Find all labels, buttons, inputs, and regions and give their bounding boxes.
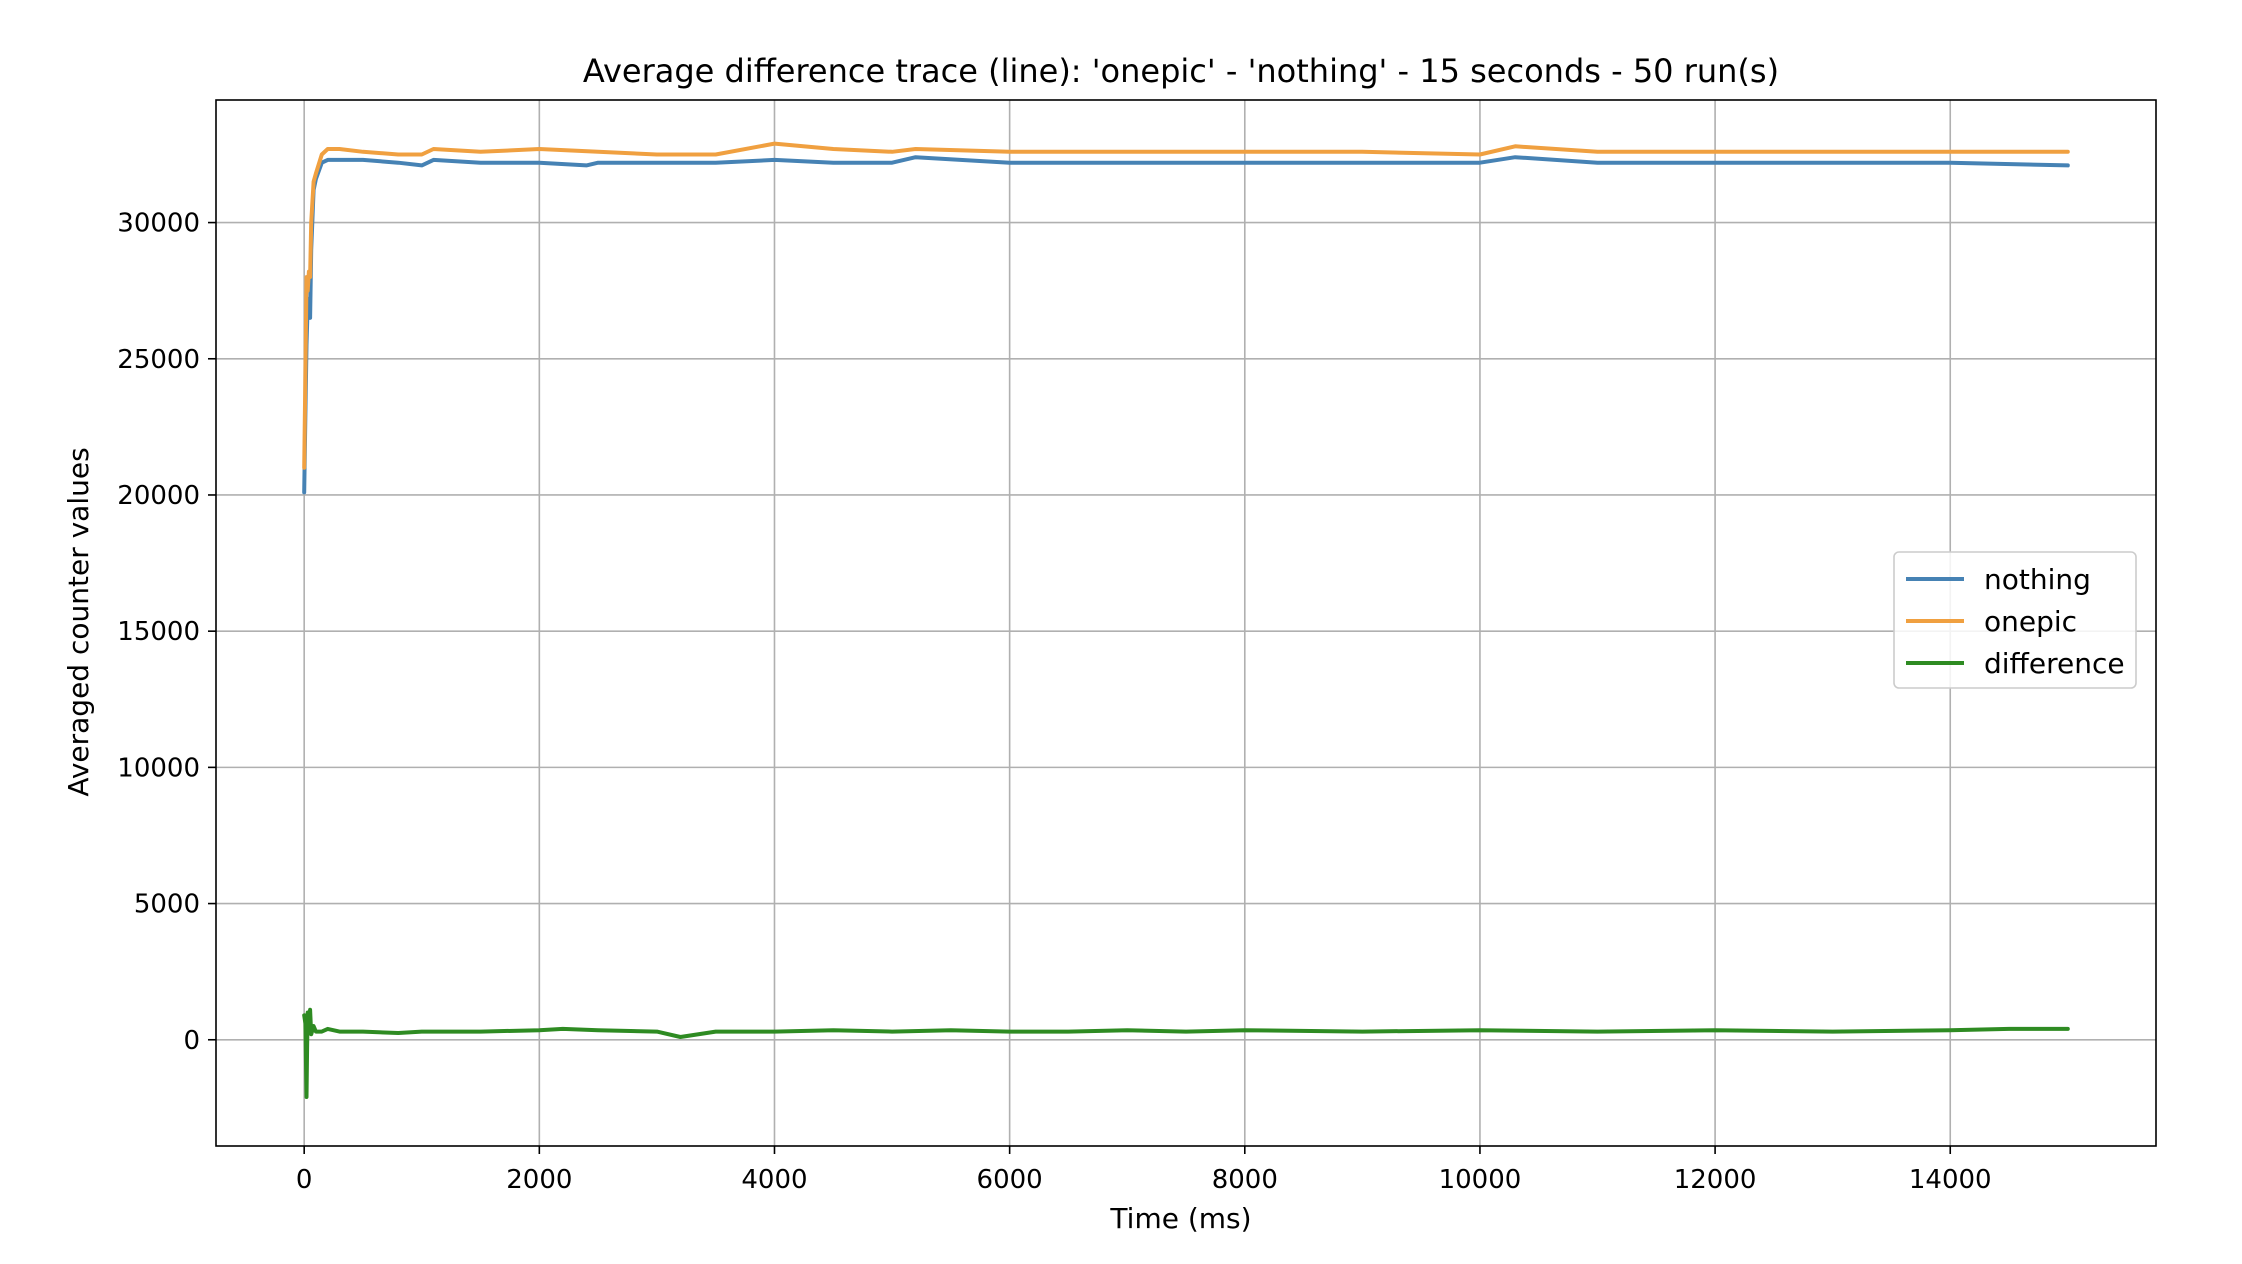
plot-frame: [215, 99, 2157, 1147]
legend-label-onepic: onepic: [1984, 605, 2077, 638]
legend-box: [1893, 551, 2137, 689]
y-axis-label: Averaged counter values: [62, 447, 95, 796]
series-line-difference: [302, 1007, 2070, 1099]
x-tick-label: 6000: [977, 1165, 1043, 1195]
legend-label-difference: difference: [1984, 647, 2125, 680]
grid: [216, 100, 2156, 1146]
y-tick-label: 30000: [117, 209, 200, 239]
y-tick-label: 10000: [117, 753, 200, 783]
x-tick-label: 8000: [1212, 1165, 1278, 1195]
axis-ticks: 0 2000 4000 6000 8000 10000 12000 14000 0 5000 100…: [117, 209, 1991, 1195]
y-tick-label: 5000: [134, 890, 200, 920]
y-tick-label: 20000: [117, 481, 200, 511]
chart-title: Average difference trace (line): 'onepic…: [583, 52, 1779, 90]
x-tick-label: 12000: [1674, 1165, 1757, 1195]
x-tick-label: 0: [296, 1165, 313, 1195]
y-tick-label: 25000: [117, 345, 200, 375]
series-line-onepic: [302, 141, 2070, 470]
x-tick-label: 14000: [1909, 1165, 1992, 1195]
x-tick-label: 4000: [741, 1165, 807, 1195]
legend-label-nothing: nothing: [1984, 563, 2091, 596]
y-tick-label: 15000: [117, 617, 200, 647]
legend: nothing onepic difference: [1893, 551, 2137, 689]
y-tick-label: 0: [183, 1026, 200, 1056]
series-lines: [302, 141, 2070, 1099]
x-tick-label: 2000: [506, 1165, 572, 1195]
x-tick-label: 10000: [1439, 1165, 1522, 1195]
x-axis-label: Time (ms): [1109, 1202, 1251, 1235]
